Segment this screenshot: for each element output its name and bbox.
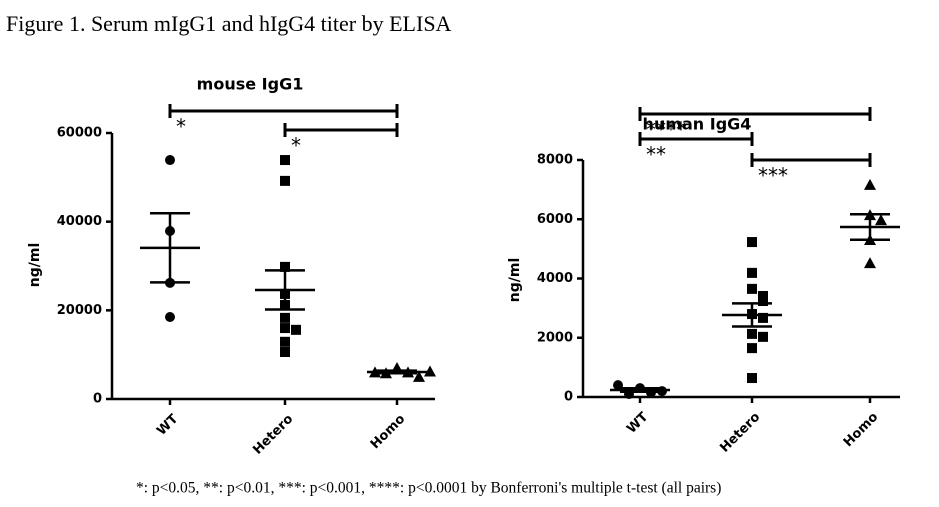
significance-label: ** bbox=[646, 143, 666, 167]
significance-label: *** bbox=[758, 164, 788, 188]
data-point bbox=[165, 311, 175, 322]
significance-label: * bbox=[291, 134, 301, 158]
y-tick-label: 0 bbox=[93, 392, 102, 407]
data-point bbox=[413, 370, 425, 382]
data-point bbox=[280, 347, 290, 358]
chart-title: mouse IgG1 bbox=[197, 75, 304, 94]
y-axis-label: ng/ml bbox=[507, 258, 523, 303]
y-tick-label: 0 bbox=[564, 390, 573, 405]
y-tick-label: 6000 bbox=[537, 212, 573, 227]
x-tick-label: WT bbox=[624, 410, 651, 437]
y-tick-label: 60000 bbox=[57, 126, 102, 141]
data-point bbox=[280, 155, 290, 166]
data-point bbox=[864, 178, 876, 190]
data-point bbox=[280, 312, 290, 323]
y-tick-label: 4000 bbox=[537, 271, 573, 286]
significance-bracket bbox=[750, 153, 872, 167]
x-tick-label: Hetero bbox=[717, 410, 763, 456]
y-tick-label: 20000 bbox=[57, 303, 102, 318]
y-axis-label: ng/ml bbox=[27, 243, 43, 288]
y-tick-label: 2000 bbox=[537, 330, 573, 345]
significance-bracket bbox=[638, 132, 754, 146]
data-point bbox=[280, 175, 290, 186]
data-point bbox=[758, 296, 768, 307]
significance-label: * bbox=[176, 115, 186, 139]
significance-bracket bbox=[283, 123, 399, 137]
data-point bbox=[280, 336, 290, 347]
x-tick-label: Homo bbox=[368, 412, 409, 453]
data-point bbox=[864, 257, 876, 269]
x-tick-label: WT bbox=[154, 412, 181, 439]
data-point bbox=[747, 343, 757, 354]
data-point bbox=[165, 155, 175, 166]
data-point bbox=[424, 365, 436, 377]
y-tick-label: 8000 bbox=[537, 153, 573, 168]
data-point bbox=[291, 324, 301, 335]
significance-bracket bbox=[168, 104, 399, 118]
data-point bbox=[758, 331, 768, 342]
x-tick-label: Hetero bbox=[250, 412, 296, 458]
footnote: *: p<0.05, **: p<0.01, ***: p<0.001, ***… bbox=[136, 480, 721, 497]
data-point bbox=[747, 373, 757, 384]
data-point bbox=[280, 261, 290, 272]
data-point bbox=[875, 214, 887, 226]
data-point bbox=[758, 312, 768, 323]
data-point bbox=[747, 237, 757, 248]
data-point bbox=[747, 267, 757, 278]
significance-bracket bbox=[638, 107, 872, 121]
data-point bbox=[747, 328, 757, 339]
x-tick-label: Homo bbox=[841, 410, 882, 451]
data-point bbox=[280, 323, 290, 334]
y-tick-label: 40000 bbox=[57, 214, 102, 229]
figure-title: Figure 1. Serum mIgG1 and hIgG4 titer by… bbox=[6, 11, 452, 36]
chart-title: human IgG4 bbox=[643, 115, 752, 134]
data-point bbox=[758, 290, 768, 301]
data-point bbox=[747, 283, 757, 294]
